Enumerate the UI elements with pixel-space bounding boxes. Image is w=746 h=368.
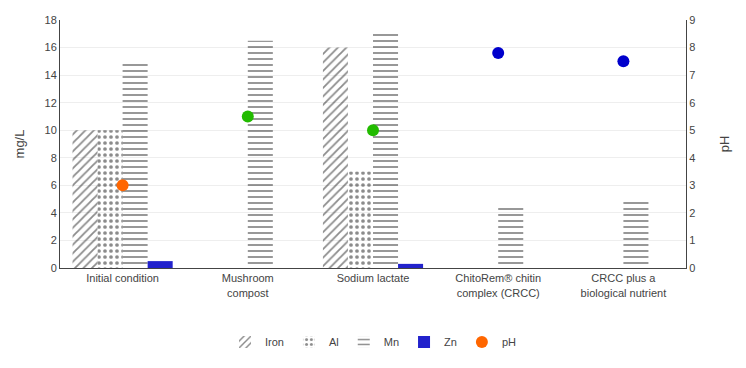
svg-text:Sodium lactate: Sodium lactate <box>337 272 410 284</box>
svg-text:4: 4 <box>689 152 695 164</box>
svg-text:Initial condition: Initial condition <box>86 272 159 284</box>
svg-text:6: 6 <box>689 97 695 109</box>
svg-text:Mushroomcompost: Mushroomcompost <box>222 272 274 298</box>
svg-text:5: 5 <box>689 124 695 136</box>
svg-text:10: 10 <box>45 124 57 136</box>
svg-text:9: 9 <box>689 14 695 26</box>
svg-text:Iron: Iron <box>265 336 284 348</box>
svg-text:1: 1 <box>689 234 695 246</box>
svg-text:pH: pH <box>502 336 516 348</box>
svg-text:8: 8 <box>51 152 57 164</box>
svg-text:8: 8 <box>689 41 695 53</box>
svg-text:4: 4 <box>51 207 57 219</box>
svg-text:pH: pH <box>717 136 732 153</box>
svg-text:2: 2 <box>689 207 695 219</box>
svg-text:Al: Al <box>329 336 339 348</box>
svg-text:16: 16 <box>45 41 57 53</box>
svg-text:Mn: Mn <box>384 336 399 348</box>
svg-text:14: 14 <box>45 69 57 81</box>
svg-text:ChitoRem® chitincomplex (CRCC): ChitoRem® chitincomplex (CRCC) <box>455 272 541 298</box>
svg-text:12: 12 <box>45 97 57 109</box>
svg-text:CRCC plus abiological nutrient: CRCC plus abiological nutrient <box>581 272 667 298</box>
svg-text:18: 18 <box>45 14 57 26</box>
svg-text:Zn: Zn <box>444 336 457 348</box>
svg-text:3: 3 <box>689 179 695 191</box>
svg-text:2: 2 <box>51 234 57 246</box>
svg-text:7: 7 <box>689 69 695 81</box>
svg-text:6: 6 <box>51 179 57 191</box>
svg-text:0: 0 <box>689 262 695 274</box>
svg-text:0: 0 <box>51 262 57 274</box>
svg-text:mg/L: mg/L <box>12 130 27 159</box>
